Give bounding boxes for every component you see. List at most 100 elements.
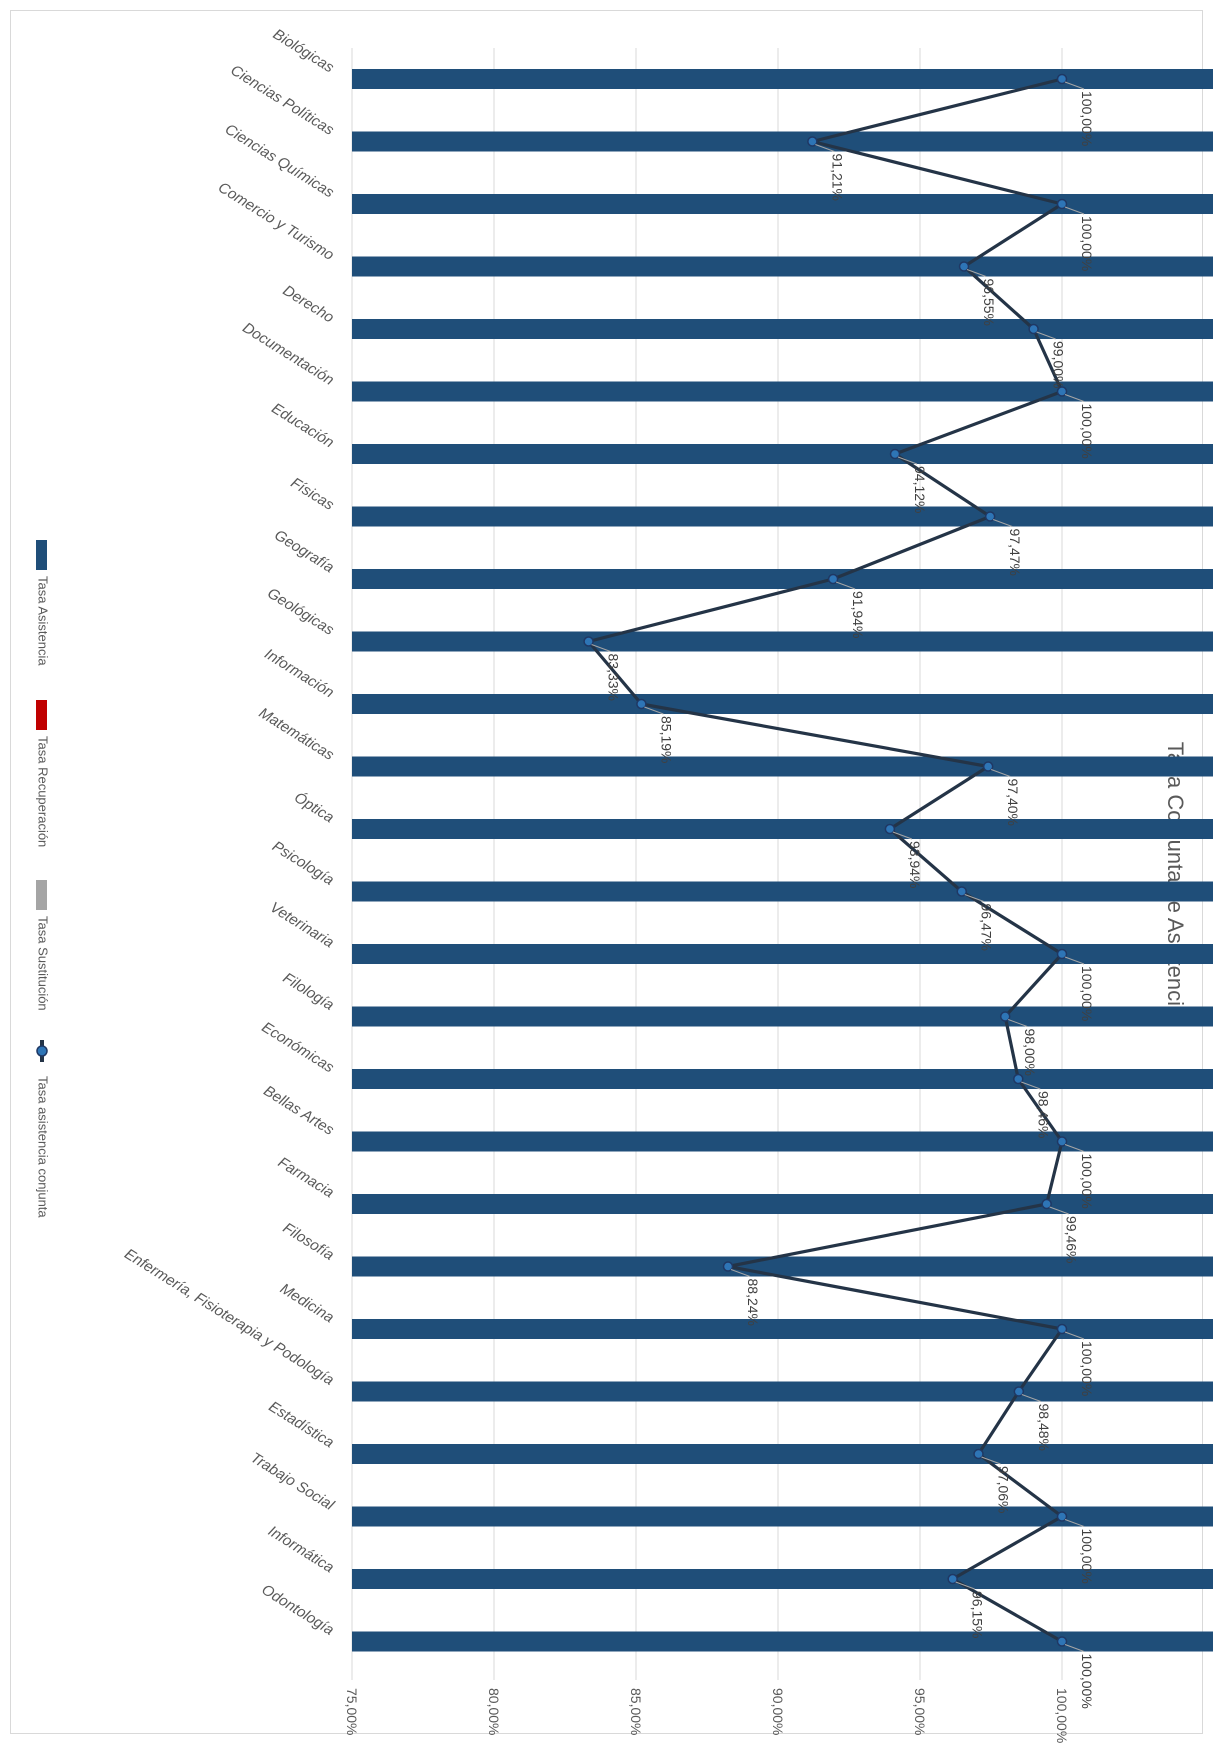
- label-leader: [1064, 956, 1085, 965]
- line-marker: [807, 136, 818, 147]
- legend-marker: [36, 1045, 48, 1057]
- data-label: 88,24%: [745, 1279, 761, 1326]
- bar-tasa-asistencia: [352, 944, 1213, 964]
- category-label: Geológicas: [264, 585, 337, 639]
- line-marker: [1056, 948, 1068, 960]
- line-marker: [1056, 198, 1068, 210]
- data-label: 100,00%: [1079, 1154, 1095, 1209]
- data-label: 97,06%: [996, 1466, 1012, 1513]
- bar-tasa-asistencia: [352, 444, 1213, 464]
- category-label: Físicas: [288, 474, 338, 514]
- label-leader: [815, 144, 835, 152]
- label-leader: [1064, 394, 1085, 402]
- label-leader: [966, 269, 987, 277]
- gridlines: [351, 48, 1063, 1680]
- category-label: Filosofía: [280, 1219, 337, 1263]
- bar-tasa-asistencia: [352, 881, 1213, 902]
- category-label: Trabajo Social: [248, 1449, 338, 1514]
- label-leader: [992, 519, 1013, 527]
- combined-line-path: [586, 77, 1064, 1643]
- data-label: 100,00%: [1079, 1341, 1095, 1396]
- category-label: Filología: [280, 969, 337, 1013]
- axis-ticks: 75,00% 80,00% 85,00% 90,00% 95,00% 100,00%: [344, 1688, 1070, 1743]
- data-label: 97,40%: [1005, 779, 1021, 826]
- category-label: Veterinaria: [267, 899, 337, 952]
- label-leader: [1064, 1519, 1085, 1527]
- line-marker: [984, 511, 996, 522]
- data-label: 97,47%: [1007, 529, 1023, 576]
- bar-tasa-asistencia: [352, 1319, 1213, 1339]
- line-marker: [1041, 1198, 1052, 1210]
- bar-tasa-asistencia: [352, 1506, 1213, 1527]
- line-marker: [1056, 1636, 1068, 1647]
- category-label: Económicas: [259, 1019, 338, 1077]
- category-label: Ciencias Políticas: [227, 62, 337, 139]
- bar-tasa-asistencia: [352, 131, 1213, 152]
- category-label: Óptica: [291, 789, 337, 826]
- label-leader: [730, 1269, 751, 1277]
- line-marker: [999, 1011, 1011, 1022]
- label-leader: [892, 831, 913, 840]
- data-label: 96,55%: [981, 279, 997, 326]
- legend-label: Tasa Sustitución: [36, 916, 51, 1011]
- line-marker: [1056, 73, 1068, 85]
- label-leader: [1064, 1144, 1085, 1152]
- data-label: 100,00%: [1079, 404, 1095, 459]
- data-label: 94,12%: [912, 466, 928, 513]
- bar-tasa-asistencia: [352, 631, 1213, 652]
- line-marker: [973, 1448, 984, 1460]
- label-leader: [1021, 1081, 1041, 1090]
- line-marker: [1013, 1386, 1025, 1397]
- category-label: Odontología: [259, 1581, 337, 1639]
- category-label: Enfermería, Fisioterapia y Podología: [121, 1245, 336, 1388]
- category-label: Estadística: [266, 1398, 337, 1451]
- bar-tasa-asistencia: [352, 506, 1213, 527]
- label-leader: [1036, 331, 1056, 340]
- bar-tasa-asistencia: [352, 694, 1213, 714]
- chart-frame: [10, 10, 1203, 1734]
- bar-tasa-asistencia: [352, 819, 1213, 839]
- bar-tasa-asistencia: [352, 1006, 1213, 1027]
- bar-tasa-asistencia: [352, 1131, 1213, 1152]
- legend-label: Tasa Recuperación: [36, 736, 51, 847]
- category-label: Psicología: [269, 838, 337, 889]
- bar-tasa-asistencia: [352, 1381, 1213, 1402]
- bar-tasa-asistencia: [352, 381, 1213, 402]
- bar-tasa-asistencia: [352, 569, 1213, 589]
- category-label: Bellas Artes: [260, 1082, 337, 1139]
- data-label: 83,33%: [606, 654, 622, 701]
- data-label: 98,48%: [1036, 1404, 1052, 1451]
- line-marker: [636, 698, 647, 710]
- category-label: Geografía: [271, 527, 337, 577]
- bar-tasa-asistencia: [352, 69, 1213, 89]
- line-marker: [1056, 386, 1068, 397]
- legend-swatch: [36, 700, 47, 730]
- legend-label: Tasa Asistencia: [36, 576, 51, 666]
- line-marker: [827, 573, 839, 585]
- label-leader: [1064, 81, 1085, 90]
- bar-tasa-asistencia: [352, 256, 1213, 277]
- bar-tasa-asistencia: [352, 1631, 1213, 1652]
- category-label: Farmacia: [275, 1154, 337, 1202]
- data-label: 93,94%: [907, 841, 923, 888]
- legend-label: Tasa asistencia conjunta: [36, 1076, 51, 1218]
- bar-tasa-asistencia: [352, 756, 1213, 777]
- data-label: 99,46%: [1064, 1216, 1080, 1263]
- legend: Tasa Asistencia Tasa Recuperación Tasa Sus…: [36, 540, 51, 1218]
- data-label: 96,15%: [970, 1591, 986, 1638]
- bar-tasa-asistencia: [352, 1569, 1213, 1589]
- label-leader: [1049, 1206, 1069, 1215]
- line-marker: [889, 448, 901, 460]
- tick-label: 90,00%: [770, 1688, 786, 1735]
- category-label: Información: [261, 645, 336, 701]
- category-label: Educación: [268, 400, 336, 452]
- data-label: 91,21%: [829, 154, 845, 201]
- tick-label: 95,00%: [912, 1688, 928, 1735]
- line-marker: [583, 636, 594, 647]
- category-label: Documentación: [239, 319, 336, 389]
- line-marker: [1028, 323, 1039, 335]
- line-marker: [982, 761, 994, 772]
- line-marker: [1056, 1323, 1068, 1335]
- category-label: Matemáticas: [256, 704, 338, 764]
